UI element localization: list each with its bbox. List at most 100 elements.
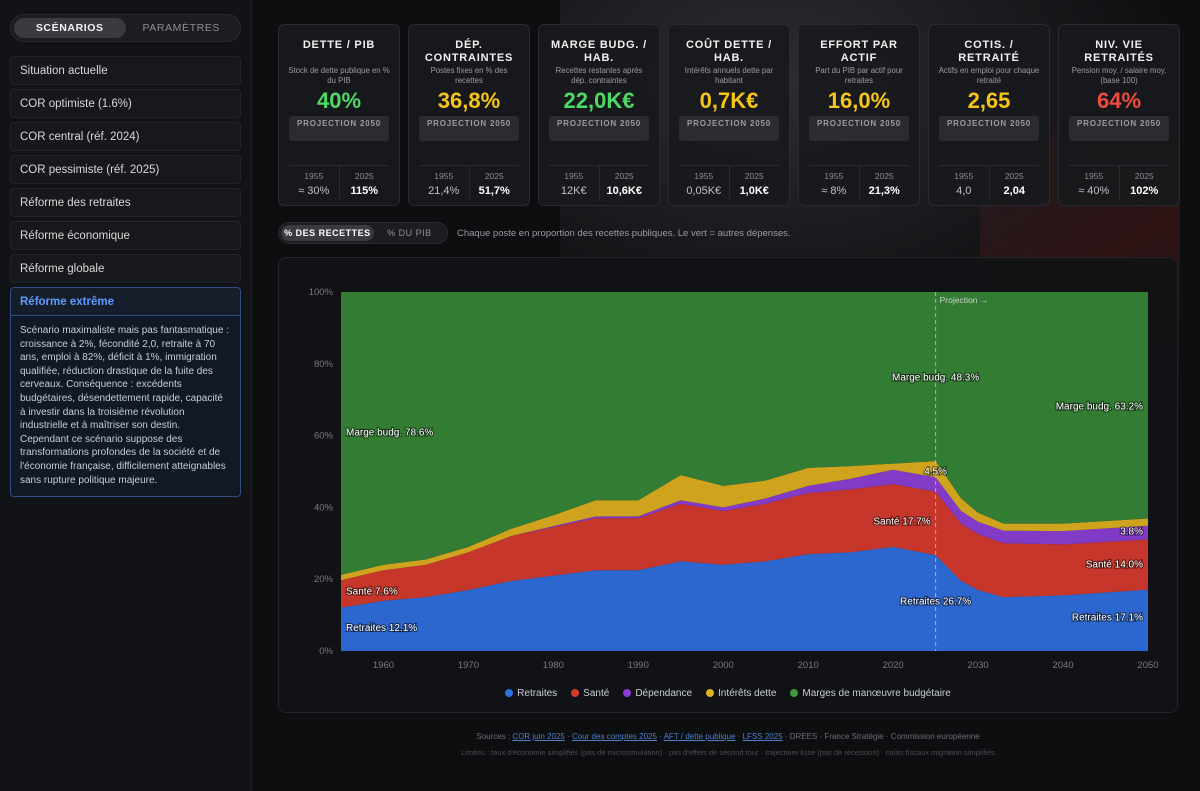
kpi-card: EFFORT PAR ACTIF Part du PIB par actif p…: [798, 24, 920, 206]
kpi-year-2025: 2025: [1134, 171, 1154, 181]
kpi-year-1955: 1955: [564, 171, 584, 181]
legend-swatch: [706, 689, 715, 697]
kpi-card: COTIS. / RETRAITÉ Actifs en emploi pour …: [928, 24, 1050, 206]
area-interets-dette: [341, 461, 1148, 581]
kpi-projection-badge: PROJECTION 2050: [419, 116, 519, 141]
scenario-cor-pessimiste[interactable]: COR pessimiste (réf. 2025): [10, 155, 241, 184]
scenario-cor-optimiste[interactable]: COR optimiste (1.6%): [10, 89, 241, 118]
toggle-note: Chaque poste en proportion des recettes …: [457, 228, 791, 239]
kpi-projection-badge: PROJECTION 2050: [289, 116, 389, 141]
kpi-value-2025: 115%: [350, 185, 379, 197]
scenario-cor-central[interactable]: COR central (réf. 2024): [10, 122, 241, 151]
area-marges-de-man-uvre-budgetaire: [341, 292, 1148, 575]
footer-sources: Sources : COR juin 2025 · Cour des compt…: [476, 732, 980, 741]
kpi-value-1955: ≈ 30%: [298, 185, 330, 197]
kpi-subtitle: Part du PIB par actif pour retraites: [815, 66, 903, 85]
x-tick-label: 2030: [968, 660, 989, 671]
data-label: 3.8%: [1120, 527, 1143, 538]
scenario-reforme-globale[interactable]: Réforme globale: [10, 254, 241, 283]
kpi-title: DETTE / PIB: [302, 39, 376, 51]
toggle-percent-pib[interactable]: % DU PIB: [387, 228, 432, 238]
y-tick-label: 100%: [309, 287, 334, 298]
x-tick-label: 1970: [458, 660, 479, 671]
kpi-year-1955: 1955: [954, 171, 974, 181]
kpi-value-1955: 0,05K€: [686, 185, 722, 197]
kpi-year-1955: 1955: [434, 171, 454, 181]
kpi-year-1955: 1955: [824, 171, 844, 181]
legend-swatch: [623, 689, 632, 697]
legend-label: Dépendance: [635, 688, 693, 699]
scenario-situation-actuelle[interactable]: Situation actuelle: [10, 56, 241, 85]
source-link-cour-comptes[interactable]: Cour des comptes 2025: [571, 732, 657, 741]
kpi-value-1955: ≈ 40%: [1078, 185, 1110, 197]
area-retraites: [341, 546, 1148, 651]
legend-item: Retraites: [505, 688, 557, 699]
sidebar-tabs: SCÉNARIOS PARAMÈTRES: [10, 14, 241, 42]
x-tick-label: 2010: [798, 660, 819, 671]
kpi-value-2025: 21,3%: [868, 185, 900, 197]
kpi-value: 2,65: [967, 88, 1011, 113]
scenario-reforme-retraites[interactable]: Réforme des retraites: [10, 188, 241, 217]
legend-swatch: [571, 689, 580, 697]
tab-scenarios[interactable]: SCÉNARIOS: [14, 18, 126, 38]
legend-label: Retraites: [517, 688, 558, 699]
tab-parametres[interactable]: PARAMÈTRES: [142, 22, 221, 34]
kpi-subtitle: Intérêts annuels dette par habitant: [684, 66, 774, 85]
chart-legend: Retraites Santé Dépendance Intérêts dette Ma…: [279, 688, 1177, 699]
kpi-value: 16,0%: [827, 88, 891, 113]
source-link-lfss[interactable]: LFSS 2025: [742, 732, 783, 741]
source-link-cor[interactable]: COR juin 2025: [512, 732, 565, 741]
legend-item: Marges de manœuvre budgétaire: [790, 688, 951, 699]
kpi-year-1955: 1955: [694, 171, 714, 181]
area-dependance: [341, 469, 1148, 581]
kpi-value-2025: 102%: [1130, 185, 1159, 197]
legend-item: Intérêts dette: [706, 688, 776, 699]
kpi-year-2025: 2025: [354, 171, 374, 181]
x-tick-label: 2000: [713, 660, 734, 671]
y-tick-label: 0%: [319, 646, 333, 657]
kpi-value-2025: 2,04: [1003, 185, 1025, 197]
stacked-area-chart: 0% 20% 40% 60% 80% 100% 1960 1970 1980 1990 2000 20…: [309, 287, 1159, 671]
kpi-subtitle: Actifs en emploi pour chaque retraité: [938, 66, 1040, 85]
kpi-card: MARGE BUDG. / HAB. Recettes restantes ap…: [538, 24, 660, 206]
legend-swatch: [790, 689, 799, 697]
kpi-subtitle: Postes fixes en % des recettes: [430, 66, 508, 85]
kpi-card: DETTE / PIB Stock de dette publique en %…: [278, 24, 400, 206]
kpi-value-1955: 12K€: [560, 185, 587, 197]
legend-item: Dépendance: [623, 688, 692, 699]
sources-prefix: Sources :: [476, 732, 511, 741]
kpi-cards: DETTE / PIB Stock de dette publique en %…: [278, 24, 1180, 206]
kpi-projection-badge: PROJECTION 2050: [1069, 116, 1169, 141]
kpi-title: COTIS. / RETRAITÉ: [958, 39, 1020, 64]
scenario-reforme-extreme[interactable]: Réforme extrême: [10, 287, 241, 316]
footer-limits: Limites : taux d'économie simplifiés (pa…: [461, 748, 995, 757]
kpi-value: 22,0K€: [563, 88, 635, 113]
kpi-value-2025: 10,6K€: [606, 185, 642, 197]
x-tick-label: 2040: [1052, 660, 1073, 671]
kpi-value-1955: 4,0: [956, 185, 972, 197]
data-label: Marge budg. 63.2%: [1056, 401, 1143, 412]
kpi-year-2025: 2025: [1004, 171, 1024, 181]
kpi-projection-badge: PROJECTION 2050: [809, 116, 909, 141]
kpi-card: COÛT DETTE / HAB. Intérêts annuels dette…: [668, 24, 790, 206]
source-link-aft[interactable]: AFT / dette publique: [663, 732, 736, 741]
kpi-card: DÉP. CONTRAINTES Postes fixes en % des r…: [408, 24, 530, 206]
kpi-title: DÉP. CONTRAINTES: [424, 39, 514, 64]
area-sante: [341, 484, 1148, 608]
y-tick-label: 40%: [314, 502, 334, 513]
y-tick-label: 80%: [314, 359, 334, 370]
kpi-value: 64%: [1096, 88, 1142, 113]
scenario-reforme-economique[interactable]: Réforme économique: [10, 221, 241, 250]
kpi-title: MARGE BUDG. / HAB.: [551, 39, 647, 64]
data-label: Santé 14.0%: [1086, 559, 1143, 570]
x-tick-label: 1990: [628, 660, 649, 671]
kpi-subtitle: Pension moy. / salaire moy. (base 100): [1071, 66, 1167, 85]
legend-item: Santé: [571, 688, 609, 699]
kpi-value-2025: 51,7%: [478, 185, 510, 197]
x-tick-label: 1980: [543, 660, 564, 671]
data-label: Retraites 12.1%: [346, 623, 417, 634]
data-label: Marge budg. 78.6%: [346, 428, 433, 439]
toggle-percent-recettes[interactable]: % DES RECETTES: [281, 225, 374, 241]
y-tick-label: 60%: [314, 431, 334, 442]
kpi-year-2025: 2025: [874, 171, 894, 181]
